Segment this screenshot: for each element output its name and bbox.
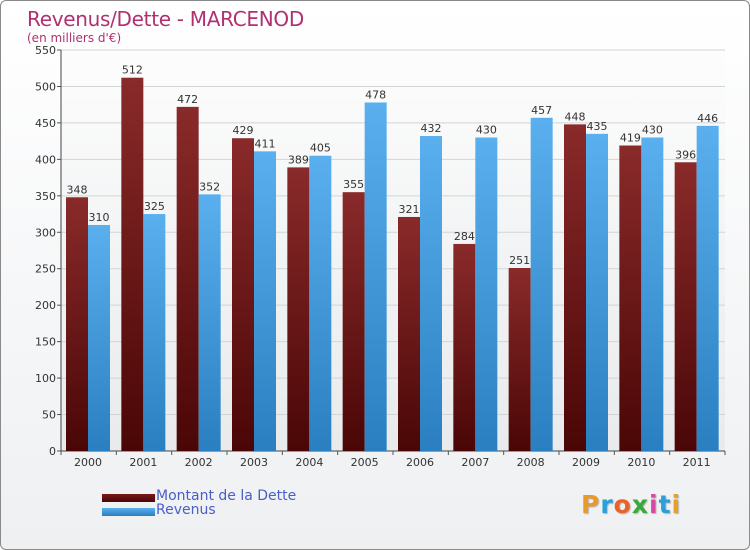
data-label-dette: 348 xyxy=(67,183,88,196)
bar-revenus xyxy=(254,151,276,452)
data-label-revenus: 478 xyxy=(365,88,386,101)
x-tick-label: 2010 xyxy=(627,456,655,469)
bar-dette xyxy=(674,162,697,451)
x-tick-label: 2005 xyxy=(351,456,379,469)
chart-title: Revenus/Dette - MARCENOD xyxy=(27,7,304,31)
bar-dette xyxy=(508,267,531,451)
legend-swatch-revenus xyxy=(102,508,155,516)
x-tick-label: 2002 xyxy=(185,456,213,469)
x-tick-label: 2007 xyxy=(461,456,489,469)
bar-revenus xyxy=(364,102,387,452)
x-tick-label: 2001 xyxy=(129,456,157,469)
bar-dette xyxy=(453,243,476,451)
bar-revenus xyxy=(475,137,498,451)
data-label-dette: 251 xyxy=(509,254,530,267)
data-label-dette: 284 xyxy=(454,230,475,243)
y-tick-label: 500 xyxy=(35,80,56,93)
data-label-revenus: 432 xyxy=(421,122,442,135)
y-tick-label: 450 xyxy=(35,117,56,130)
brand-letter: i xyxy=(671,490,682,519)
x-tick-label: 2004 xyxy=(295,456,323,469)
data-label-dette: 429 xyxy=(233,124,254,137)
bar-revenus xyxy=(586,133,608,451)
bar-dette xyxy=(121,77,144,452)
data-label-dette: 389 xyxy=(288,153,309,166)
data-label-revenus: 325 xyxy=(144,200,165,213)
y-tick-label: 300 xyxy=(35,226,56,239)
data-label-dette: 355 xyxy=(343,178,364,191)
y-tick-label: 200 xyxy=(35,299,56,312)
data-label-revenus: 435 xyxy=(587,120,608,133)
data-label-revenus: 457 xyxy=(531,104,552,117)
y-tick-label: 50 xyxy=(42,409,56,422)
y-tick-label: 150 xyxy=(35,336,56,349)
x-tick-label: 2000 xyxy=(74,456,102,469)
chart-subtitle: (en milliers d'€) xyxy=(27,31,122,45)
data-label-dette: 512 xyxy=(122,64,143,77)
brand-letter: o xyxy=(613,490,632,519)
bar-dette xyxy=(176,106,199,452)
data-label-dette: 321 xyxy=(399,203,420,216)
legend-label-revenus: Revenus xyxy=(156,502,216,518)
y-tick-label: 250 xyxy=(35,263,56,276)
bar-dette xyxy=(287,167,310,451)
bar-dette xyxy=(398,216,420,451)
y-tick-label: 100 xyxy=(35,372,56,385)
bar-revenus xyxy=(696,125,719,452)
bar-revenus xyxy=(420,136,442,452)
x-tick-label: 2009 xyxy=(572,456,600,469)
data-label-dette: 396 xyxy=(675,148,696,161)
bar-revenus xyxy=(198,194,221,452)
brand-letter: i xyxy=(649,490,659,519)
data-label-dette: 419 xyxy=(620,132,641,145)
y-tick-label: 0 xyxy=(49,445,56,458)
brand-letter: r xyxy=(600,490,614,519)
x-tick-label: 2011 xyxy=(683,456,711,469)
data-label-revenus: 352 xyxy=(199,180,220,193)
brand-letter: P xyxy=(581,490,601,519)
x-tick-label: 2006 xyxy=(406,456,434,469)
y-tick-label: 550 xyxy=(35,44,56,57)
data-label-revenus: 405 xyxy=(310,142,331,155)
brand-letter: x xyxy=(631,490,649,519)
bar-dette xyxy=(232,138,254,451)
data-label-dette: 472 xyxy=(177,93,198,106)
bar-revenus xyxy=(641,137,664,451)
data-label-revenus: 411 xyxy=(255,137,276,150)
data-label-revenus: 446 xyxy=(697,112,718,125)
bar-dette xyxy=(66,197,88,451)
data-label-revenus: 310 xyxy=(89,211,110,224)
brand-logo: Proxiti xyxy=(581,490,681,519)
data-label-revenus: 430 xyxy=(476,123,497,136)
legend-label-dette: Montant de la Dette xyxy=(156,488,297,504)
bar-dette xyxy=(619,145,642,451)
bar-dette xyxy=(342,192,365,451)
bar-revenus xyxy=(88,224,110,451)
y-tick-label: 400 xyxy=(35,153,56,166)
x-tick-label: 2008 xyxy=(517,456,545,469)
bar-revenus xyxy=(309,155,332,451)
brand-letter: t xyxy=(658,490,672,519)
data-label-revenus: 430 xyxy=(642,123,663,136)
x-tick-label: 2003 xyxy=(240,456,268,469)
plot-area xyxy=(61,50,725,451)
bar-revenus xyxy=(143,214,166,451)
bar-revenus xyxy=(530,117,553,452)
y-tick-label: 350 xyxy=(35,190,56,203)
bar-dette xyxy=(564,124,586,451)
data-label-dette: 448 xyxy=(565,110,586,123)
legend-swatch-dette xyxy=(102,494,155,502)
